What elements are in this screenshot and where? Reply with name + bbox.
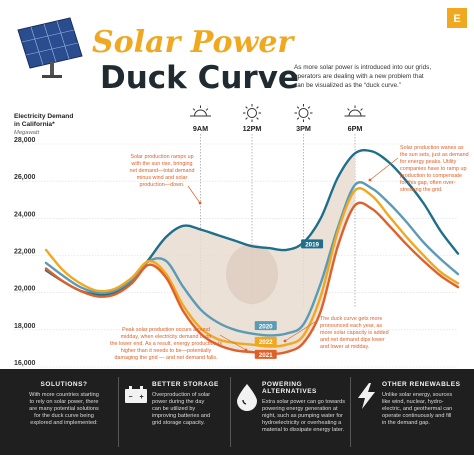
svg-text:−: −	[128, 394, 132, 401]
annotation-line: for this gap, often over-	[400, 180, 456, 186]
footer-body: Extra solar power can go towards powerin…	[262, 399, 346, 433]
time-marker-label: 9AM	[193, 124, 208, 133]
annotation-line: higher than it needs to be—potentially	[121, 348, 212, 354]
svg-text:2022: 2022	[259, 339, 273, 346]
intro-line-3: can be visualized as the “duck curve.”	[294, 82, 401, 89]
sun-icon	[243, 104, 261, 122]
annotation-line: Solar production ramps up	[130, 154, 193, 160]
title-line-1: Solar Power	[92, 25, 295, 60]
series-label-2022: 2022	[254, 336, 277, 346]
duck-shadow	[226, 244, 278, 305]
annotation-line: minus wind and solar	[137, 175, 188, 181]
svg-text:E: E	[453, 13, 460, 25]
lightning-bolt-icon	[358, 383, 375, 409]
annotation-line: the sun sets, just as demand	[400, 152, 469, 158]
footer-heading: POWERING ALTERNATIVES	[262, 381, 317, 395]
time-marker-label: 6PM	[348, 124, 363, 133]
duck-silhouette	[149, 153, 355, 354]
annotation-line: and net demand dips lower	[320, 337, 385, 343]
svg-text:2020: 2020	[259, 323, 273, 330]
annotation-line: stressing the grid.	[400, 187, 443, 193]
footer-heading: OTHER RENEWABLES	[382, 381, 461, 388]
annotation-line: Solar production wanes as	[400, 145, 464, 151]
y-tick-label: 22,000	[14, 249, 36, 256]
annotation-line: and lower at midday.	[320, 344, 369, 350]
footer-column-solutions: SOLUTIONS? With more countries starting …	[14, 369, 114, 455]
title-line-2: Duck Curve	[100, 60, 299, 96]
footer-body: Overproduction of solar power during the…	[152, 392, 211, 426]
series-line-2019	[44, 148, 460, 296]
y-tick-label: 16,000	[14, 360, 36, 367]
svg-text:2019: 2019	[305, 242, 319, 249]
annotation-line: production—down.	[140, 182, 185, 188]
annotation-line: pronounced each year, as	[320, 323, 382, 329]
series-lines	[44, 148, 460, 356]
series-label-2021: 2021	[254, 349, 277, 359]
svg-text:+: +	[139, 394, 143, 401]
y-axis-title-line-1: Electricity Demand	[14, 113, 73, 120]
annotation-line: net demand—total demand	[129, 168, 194, 174]
y-tick-label: 28,000	[14, 137, 36, 144]
footer-column-storage: − + BETTER STORAGE Overproduction of sol…	[122, 369, 234, 455]
annotation-line: midday, when electricity demand is on	[121, 334, 212, 340]
annotation-line: production to compensate	[400, 173, 462, 179]
sun-icon	[344, 105, 366, 117]
series-line-2021	[44, 201, 460, 356]
annotation-line: with the sun rise, bringing	[130, 161, 192, 167]
series-label-2020: 2020	[254, 321, 277, 330]
svg-text:2021: 2021	[259, 352, 273, 359]
battery-icon: − +	[125, 386, 147, 403]
footer-solutions: SOLUTIONS? With more countries starting …	[0, 369, 474, 455]
y-tick-label: 26,000	[14, 174, 36, 181]
series-line-2022	[44, 187, 460, 348]
sun-icon	[294, 104, 313, 122]
time-marker-label: 12PM	[243, 124, 262, 133]
y-axis-unit: Megawatt	[14, 130, 40, 136]
annotation-line: more solar capacity is added	[320, 330, 389, 336]
intro-line-1: As more solar power is introduced into o…	[294, 64, 431, 71]
annotation-line: companies have to ramp up	[400, 166, 467, 172]
y-tick-label: 18,000	[14, 323, 36, 330]
annotation-line: the lower end. As a result, energy produ…	[110, 341, 222, 347]
footer-body: Unlike solar energy, sources like wind, …	[382, 392, 453, 426]
series-labels: 2019 2020 2022 2021	[254, 239, 324, 359]
water-drop-icon	[237, 384, 257, 411]
y-tick-label: 24,000	[14, 211, 36, 218]
chart-svg: Solar Power Duck Curve As more solar pow…	[14, 8, 469, 368]
series-line-2020	[44, 181, 460, 337]
footer-column-alternatives: POWERING ALTERNATIVES Extra solar power …	[232, 369, 354, 455]
footer-heading: BETTER STORAGE	[152, 381, 219, 388]
annotation-2: Peak solar production occurs aroundmidda…	[110, 327, 248, 361]
annotation-line: Peak solar production occurs around	[122, 327, 210, 333]
intro-line-2: operators are dealing with a new problem…	[294, 73, 424, 80]
y-axis-title-line-2: in California*	[14, 121, 55, 128]
brand-logo: E	[447, 8, 467, 28]
time-marker-label: 3PM	[296, 124, 311, 133]
footer-column-renewables: OTHER RENEWABLES Unlike solar energy, so…	[352, 369, 470, 455]
series-label-2019: 2019	[301, 239, 324, 249]
y-axis: 16,000 18,000 20,000 22,000 24,000 26,000 28,0…	[14, 137, 36, 367]
sun-icon	[190, 105, 211, 117]
solar-panel-icon	[17, 17, 83, 78]
y-tick-label: 20,000	[14, 286, 36, 293]
annotation-line: damaging the grid — and net demand falls…	[114, 355, 217, 361]
annotation-line: for energy peaks. Utility	[400, 159, 457, 165]
footer-heading: SOLUTIONS?	[40, 381, 88, 388]
footer-body: With more countries starting to rely on …	[29, 392, 99, 426]
annotation-line: The duck curve gets more	[320, 316, 382, 322]
